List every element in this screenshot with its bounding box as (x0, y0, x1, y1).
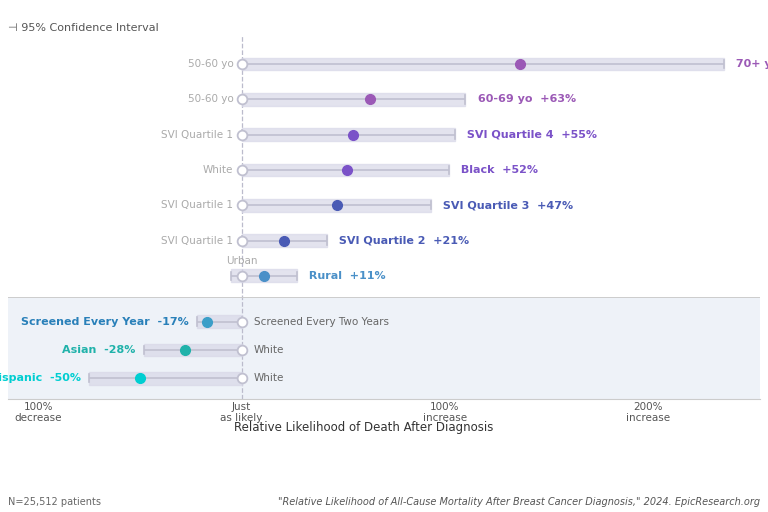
Text: Just
as likely: Just as likely (220, 402, 263, 423)
Text: 60-69 yo  +63%: 60-69 yo +63% (474, 94, 576, 104)
Text: 200%
increase: 200% increase (627, 402, 670, 423)
Text: 50-60 yo: 50-60 yo (187, 94, 233, 104)
Text: ⊣ 95% Confidence Interval: ⊣ 95% Confidence Interval (8, 23, 158, 33)
Text: 100%
increase: 100% increase (423, 402, 467, 423)
Text: Asian  -28%: Asian -28% (62, 345, 136, 355)
Text: White: White (253, 345, 284, 355)
Text: 70+ yo  +137%: 70+ yo +137% (732, 59, 768, 69)
Text: White: White (253, 373, 284, 383)
Text: Screened Every Year  -17%: Screened Every Year -17% (21, 317, 189, 327)
Text: SVI Quartile 1: SVI Quartile 1 (161, 130, 233, 140)
Text: Screened Every Two Years: Screened Every Two Years (253, 317, 389, 327)
Bar (8, 297, 760, 399)
Text: Relative Likelihood of Death After Diagnosis: Relative Likelihood of Death After Diagn… (234, 421, 493, 434)
Text: SVI Quartile 2  +21%: SVI Quartile 2 +21% (335, 236, 469, 246)
Text: SVI Quartile 1: SVI Quartile 1 (161, 200, 233, 210)
Text: Urban: Urban (226, 256, 257, 266)
Text: Rural  +11%: Rural +11% (305, 271, 386, 281)
Text: SVI Quartile 3  +47%: SVI Quartile 3 +47% (439, 200, 573, 210)
Text: Hispanic  -50%: Hispanic -50% (0, 373, 81, 383)
Text: 100%
decrease: 100% decrease (15, 402, 62, 423)
Text: SVI Quartile 1: SVI Quartile 1 (161, 236, 233, 246)
Text: 50-60 yo: 50-60 yo (187, 59, 233, 69)
Text: N=25,512 patients: N=25,512 patients (8, 497, 101, 507)
Text: "Relative Likelihood of All-Cause Mortality After Breast Cancer Diagnosis," 2024: "Relative Likelihood of All-Cause Mortal… (278, 497, 760, 507)
Text: White: White (203, 165, 233, 175)
Text: Black  +52%: Black +52% (457, 165, 538, 175)
Text: SVI Quartile 4  +55%: SVI Quartile 4 +55% (463, 130, 598, 140)
